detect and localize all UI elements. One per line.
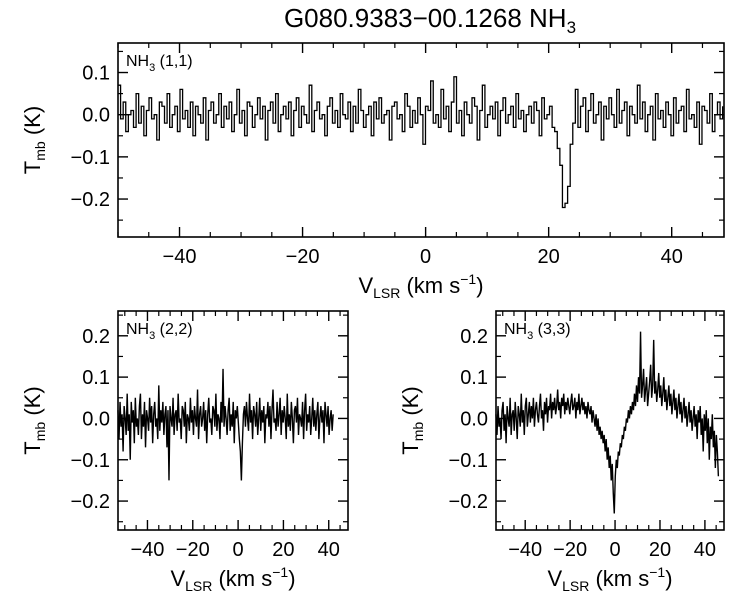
x-axis-label: VLSR (km s−1) — [547, 564, 672, 594]
transition-label: NH3 (3,3) — [504, 321, 571, 342]
x-axis-label: VLSR (km s−1) — [358, 271, 483, 301]
panel-nh3-33: −40 −20 0 20 40 −0.2 −0.1 0.0 0.1 0.2 NH3 (3,3) VLS… — [398, 310, 725, 594]
x-tick-label: 20 — [272, 539, 294, 561]
panel-nh3-22: −40 −20 0 20 40 −0.2 −0.1 0.0 0.1 0.2 NH3 (2,2) VLS… — [20, 310, 349, 594]
x-tick-label: 40 — [694, 539, 716, 561]
y-axis-label: Tmb (K) — [20, 106, 48, 174]
x-tick-label: 0 — [233, 539, 244, 561]
x-tick-label: −40 — [163, 246, 197, 268]
plot-frame — [495, 310, 725, 531]
x-tick-label: 20 — [538, 246, 560, 268]
x-tick-label: −20 — [286, 246, 320, 268]
y-tick-label: 0.0 — [460, 408, 488, 430]
y-axis-label: Tmb (K) — [20, 386, 48, 454]
x-tick-label: −20 — [553, 539, 587, 561]
y-tick-label: −0.1 — [71, 147, 110, 169]
y-tick-label: 0.1 — [82, 63, 110, 85]
x-tick-label: 40 — [661, 246, 683, 268]
x-tick-label: −20 — [176, 539, 210, 561]
y-tick-label: −0.1 — [449, 450, 488, 472]
x-tick-label: 20 — [649, 539, 671, 561]
x-axis-label: VLSR (km s−1) — [170, 564, 295, 594]
plot-frame — [117, 310, 349, 531]
spectrum-line — [118, 76, 724, 209]
y-tick-label: 0.0 — [82, 105, 110, 127]
spectrum-line — [117, 368, 334, 481]
y-tick-label: 0.1 — [82, 367, 110, 389]
spectrum-line — [495, 331, 720, 514]
figure-title: G080.9383−00.1268 NH3 — [284, 3, 576, 37]
panel-nh3-11: −40 −20 0 20 40 −0.2 −0.1 0.0 0.1 NH3 (1,1) VLSR (… — [20, 42, 725, 301]
y-tick-label: −0.1 — [71, 450, 110, 472]
plot-frame — [117, 42, 725, 238]
x-tick-label: 0 — [420, 246, 431, 268]
y-tick-label: 0.2 — [82, 326, 110, 348]
y-tick-label: 0.2 — [460, 326, 488, 348]
y-tick-label: 0.0 — [82, 408, 110, 430]
transition-label: NH3 (2,2) — [126, 321, 193, 342]
transition-label: NH3 (1,1) — [126, 53, 193, 74]
y-axis-label: Tmb (K) — [398, 386, 426, 454]
x-tick-label: 0 — [609, 539, 620, 561]
x-tick-label: −40 — [508, 539, 542, 561]
y-tick-label: −0.2 — [71, 491, 110, 513]
x-tick-label: −40 — [130, 539, 164, 561]
x-tick-label: 40 — [318, 539, 340, 561]
y-tick-label: −0.2 — [71, 189, 110, 211]
y-tick-label: −0.2 — [449, 491, 488, 513]
y-tick-label: 0.1 — [460, 367, 488, 389]
